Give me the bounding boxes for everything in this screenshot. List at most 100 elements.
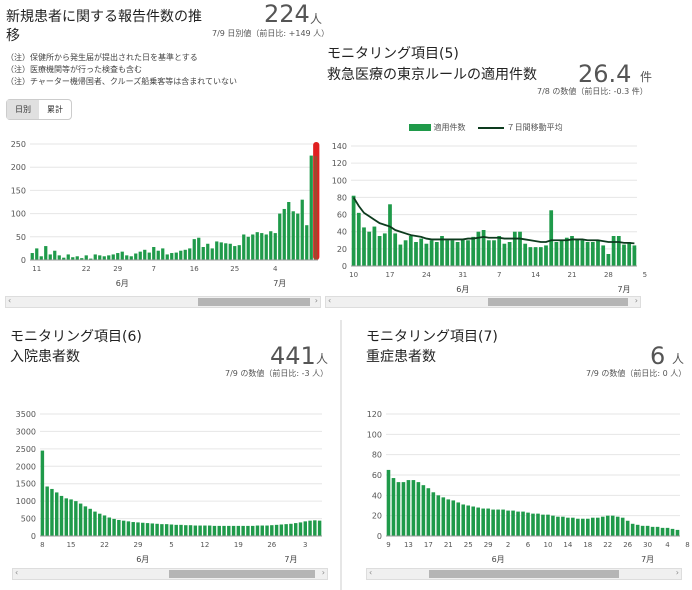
bar (207, 525, 212, 536)
bar (296, 213, 300, 260)
bar (269, 231, 273, 260)
bar (161, 248, 165, 260)
x-tick-label: 6 (526, 541, 531, 549)
toggle-cumulative[interactable]: 累計 (47, 105, 63, 114)
bar (53, 250, 57, 260)
bar (75, 256, 79, 260)
bar (120, 251, 124, 260)
bar (219, 242, 223, 260)
bar (35, 248, 39, 260)
legend: 適用件数 ７日間移動平均 (409, 122, 563, 133)
bar (228, 243, 232, 260)
bar (580, 240, 585, 266)
scroll-left-icon[interactable]: ‹ (15, 568, 19, 577)
bar (165, 254, 169, 260)
month-label: 7月 (273, 279, 286, 288)
bar (179, 250, 183, 260)
bar (287, 202, 291, 260)
panel-title: 重症患者数 (366, 349, 436, 365)
x-tick-label: 14 (563, 541, 572, 549)
bar (188, 248, 192, 260)
bar (670, 528, 675, 536)
bar (424, 243, 429, 266)
bar (476, 507, 480, 536)
bar (69, 499, 73, 536)
bar (278, 213, 282, 260)
scroll-right-icon[interactable]: › (321, 568, 325, 577)
y-tick-label: 100 (367, 430, 382, 439)
bar (461, 504, 466, 536)
emergency-rule-panel: モニタリング項目(5) 救急医療の東京ルールの適用件数 26.4 件 7/8 の… (325, 40, 692, 310)
bar (518, 231, 522, 266)
y-tick-label: 2500 (16, 445, 36, 454)
bar (570, 236, 574, 266)
headline-sub: 7/9 の数値（前日比: 0 人） (586, 369, 687, 378)
x-tick-label: 10 (543, 541, 552, 549)
bar (224, 243, 228, 260)
bar (131, 522, 135, 536)
x-tick-label: 4 (665, 541, 670, 549)
bar (136, 522, 140, 536)
bar (507, 242, 512, 266)
y-tick-label: 80 (337, 193, 347, 202)
chart1-scrollbar[interactable]: ‹ › (5, 296, 321, 308)
bar (291, 211, 295, 260)
x-tick-label: 16 (190, 265, 199, 273)
scroll-thumb[interactable] (488, 298, 628, 306)
scroll-right-icon[interactable]: › (675, 568, 679, 577)
x-tick-label: 17 (386, 271, 395, 279)
bar (279, 524, 284, 536)
bar (586, 518, 590, 536)
y-tick-label: 2000 (16, 462, 36, 471)
y-tick-label: 150 (11, 186, 26, 195)
toggle-daily[interactable]: 日別 (7, 100, 39, 119)
scroll-thumb[interactable] (429, 570, 619, 578)
y-tick-label: 80 (372, 451, 382, 460)
bar (625, 520, 630, 536)
y-tick-label: 0 (377, 532, 382, 541)
bar (538, 247, 543, 266)
bar (501, 509, 505, 536)
month-label: 7月 (284, 555, 297, 564)
hospitalized-chart: 0 500 1000 1500 2000 2500 3000 3500 8 15 22 29 5 12 19… (16, 410, 322, 564)
bar (164, 524, 169, 536)
bar (622, 244, 626, 266)
x-tick-label: 22 (82, 265, 91, 273)
scroll-left-icon[interactable]: ‹ (328, 296, 332, 305)
scroll-left-icon[interactable]: ‹ (369, 568, 373, 577)
x-tick-label: 28 (604, 271, 613, 279)
bar (78, 503, 83, 536)
bar (231, 525, 236, 536)
bar (183, 249, 187, 260)
daily-cumulative-toggle[interactable]: 日別 累計 (6, 99, 72, 120)
x-tick-label: 22 (603, 541, 612, 549)
chart3-scrollbar[interactable]: ‹ › (12, 568, 328, 580)
y-tick-label: 3000 (16, 427, 36, 436)
legend-bar-swatch (409, 124, 431, 131)
bar (650, 526, 655, 536)
bar (251, 234, 255, 260)
bar (212, 525, 217, 536)
scroll-thumb[interactable] (169, 570, 315, 578)
bar (429, 240, 434, 266)
bar (102, 256, 106, 260)
scroll-thumb[interactable] (198, 298, 310, 306)
bar (71, 257, 75, 260)
scroll-right-icon[interactable]: › (634, 296, 638, 305)
bar (169, 524, 174, 536)
scroll-left-icon[interactable]: ‹ (8, 296, 12, 305)
selected-bar (314, 156, 318, 260)
headline-unit: 件 (640, 70, 653, 84)
bar (516, 511, 520, 536)
bar (273, 233, 277, 260)
headline-sub: 7/9 の数値（前日比: -3 人） (225, 369, 329, 378)
chart2-scrollbar[interactable]: ‹ › (325, 296, 641, 308)
bar (107, 517, 112, 536)
x-tick-label: 21 (444, 541, 453, 549)
bar (414, 242, 418, 266)
chart4-scrollbar[interactable]: ‹ › (366, 568, 682, 580)
scroll-right-icon[interactable]: › (314, 296, 318, 305)
bar (434, 242, 439, 266)
bar (282, 208, 286, 260)
bar (630, 523, 635, 536)
